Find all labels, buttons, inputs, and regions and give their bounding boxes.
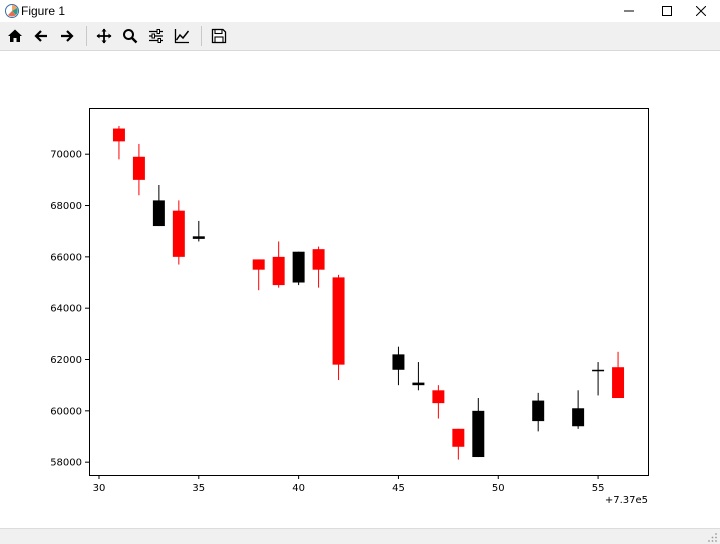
x-axis-ticks: 30 35 40 45 50 55 xyxy=(93,475,605,494)
status-bar xyxy=(0,528,720,544)
y-axis-ticks: 58000 60000 62000 64000 66000 68000 70000 xyxy=(50,150,89,469)
pan-button[interactable] xyxy=(93,25,115,47)
resize-grip-icon[interactable] xyxy=(707,532,718,543)
configure-subplots-icon xyxy=(149,29,163,43)
x-tick-label: 55 xyxy=(592,483,605,494)
back-icon xyxy=(34,30,47,42)
candle-body xyxy=(112,128,125,142)
candles-group xyxy=(112,125,625,460)
y-tick-label: 64000 xyxy=(50,304,82,315)
y-tick-label: 70000 xyxy=(50,150,82,161)
window-title: Figure 1 xyxy=(21,4,66,18)
figure-canvas[interactable]: 30 35 40 45 50 55 58000 60000 62000 64000 66000 68… xyxy=(0,51,720,526)
candle-body xyxy=(452,428,465,447)
pan-icon xyxy=(96,28,112,44)
title-bar: Figure 1 xyxy=(0,0,720,22)
axes-frame xyxy=(89,108,649,476)
candle-body xyxy=(572,408,585,427)
forward-button[interactable] xyxy=(56,25,78,47)
candle-body xyxy=(472,410,485,458)
candle-body xyxy=(532,400,545,422)
save-icon xyxy=(211,28,227,44)
y-tick-label: 60000 xyxy=(50,406,82,417)
candle-body xyxy=(392,354,405,370)
candle-body xyxy=(292,251,305,283)
minimize-icon xyxy=(624,10,634,12)
matplotlib-app-icon xyxy=(4,3,20,19)
figure-background xyxy=(0,51,720,526)
y-tick-label: 58000 xyxy=(50,458,82,469)
toolbar-separator xyxy=(201,26,202,46)
y-tick-label: 68000 xyxy=(50,201,82,212)
candle-body xyxy=(272,256,285,286)
edit-axis-button[interactable] xyxy=(171,25,193,47)
x-tick-label: 30 xyxy=(93,483,106,494)
candle-body xyxy=(252,259,265,270)
home-icon xyxy=(8,29,22,42)
minimize-button[interactable] xyxy=(610,0,648,22)
candle-body xyxy=(612,367,625,399)
maximize-icon xyxy=(662,6,672,16)
close-icon xyxy=(696,6,706,16)
edit-axis-icon xyxy=(174,29,190,44)
x-tick-label: 45 xyxy=(392,483,405,494)
zoom-icon xyxy=(123,29,138,44)
x-tick-label: 50 xyxy=(492,483,505,494)
navigation-toolbar xyxy=(0,22,720,51)
configure-subplots-button[interactable] xyxy=(145,25,167,47)
home-button[interactable] xyxy=(4,25,26,47)
forward-icon xyxy=(61,30,74,42)
candle-body xyxy=(312,249,325,270)
back-button[interactable] xyxy=(30,25,52,47)
toolbar-separator xyxy=(86,26,87,46)
x-axis-offset-label: +7.37e5 xyxy=(605,495,648,506)
candle-body xyxy=(132,156,145,180)
y-tick-label: 66000 xyxy=(50,252,82,263)
candle-body xyxy=(152,200,165,227)
candlestick-chart: 30 35 40 45 50 55 58000 60000 62000 64000 66000 68… xyxy=(0,51,720,526)
candle-body xyxy=(592,369,605,372)
candle-body xyxy=(192,236,205,239)
candle-body xyxy=(432,390,445,404)
maximize-button[interactable] xyxy=(648,0,686,22)
save-button[interactable] xyxy=(208,25,230,47)
candle-body xyxy=(172,210,185,257)
zoom-button[interactable] xyxy=(119,25,141,47)
close-button[interactable] xyxy=(682,0,720,22)
y-tick-label: 62000 xyxy=(50,355,82,366)
x-tick-label: 40 xyxy=(292,483,305,494)
x-tick-label: 35 xyxy=(192,483,205,494)
candle-body xyxy=(332,277,345,365)
candle-body xyxy=(412,382,425,386)
